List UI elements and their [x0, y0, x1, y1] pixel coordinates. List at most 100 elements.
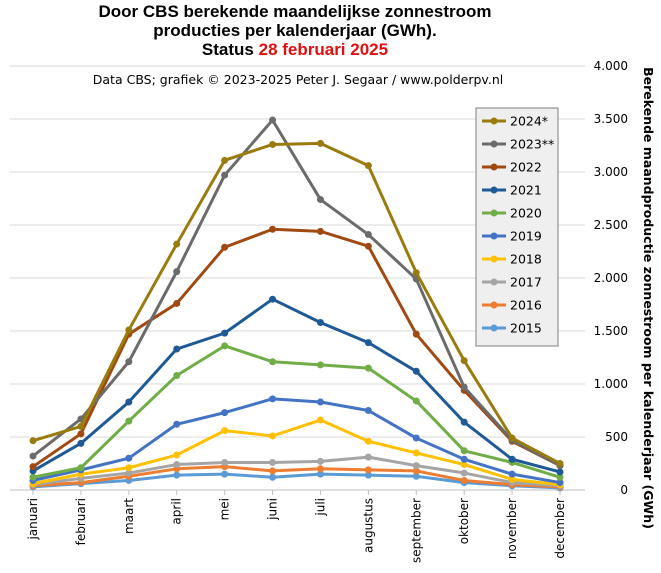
- legend-label: 2020: [510, 206, 542, 221]
- data-point: [221, 409, 229, 417]
- data-point: [412, 269, 420, 277]
- chart-title-line2: producties per kalenderjaar (GWh).: [153, 21, 437, 40]
- chart-title-line1: Door CBS berekende maandelijkse zonnestr…: [98, 2, 492, 21]
- data-point: [269, 432, 277, 440]
- data-point: [316, 416, 324, 424]
- legend-label: 2023**: [510, 137, 554, 152]
- x-tick-label: maart: [122, 498, 136, 534]
- series-2019: [29, 395, 564, 487]
- data-point: [221, 458, 229, 466]
- data-point: [269, 140, 277, 148]
- data-point: [364, 364, 372, 372]
- legend-label: 2016: [510, 298, 542, 313]
- y-axis: 0 500 1.000 1.500 2.000 2.500 3.000 3.500 4.000: [594, 59, 628, 497]
- data-point: [364, 339, 372, 347]
- data-point: [364, 466, 372, 474]
- data-point: [29, 452, 37, 460]
- legend-item: 2018: [482, 252, 542, 267]
- data-point: [316, 470, 324, 478]
- x-tick-label: augustus: [361, 498, 375, 553]
- legend-label: 2015: [510, 321, 542, 336]
- legend-item: 2016: [482, 298, 542, 313]
- data-point: [125, 358, 133, 366]
- data-point: [412, 467, 420, 475]
- series-2024: [29, 139, 564, 467]
- series-line: [31, 118, 562, 468]
- legend-item: 2020: [482, 206, 542, 221]
- y-tick-label: 2.000: [594, 271, 628, 285]
- data-point: [173, 299, 181, 307]
- data-point: [316, 361, 324, 369]
- data-point: [125, 326, 133, 334]
- data-point: [316, 319, 324, 327]
- status-date: 28 februari 2025: [258, 40, 389, 59]
- data-point: [125, 454, 133, 462]
- data-point: [221, 342, 229, 350]
- legend: 2024* 2023** 2022 2021 2020 2019 2018 2017 2016 2…: [475, 107, 559, 347]
- x-tick-label: mei: [218, 498, 232, 520]
- legend-item: 2017: [482, 275, 542, 290]
- data-point: [316, 227, 324, 235]
- legend-item: 2023**: [482, 137, 554, 152]
- data-point: [460, 476, 468, 484]
- y-tick-label: 1.000: [594, 377, 628, 391]
- x-tick-label: april: [170, 498, 184, 525]
- series-line: [31, 297, 562, 474]
- series-line: [31, 465, 562, 489]
- data-point: [460, 447, 468, 455]
- y-tick-label: 3.000: [594, 165, 628, 179]
- data-point: [364, 162, 372, 170]
- y-axis-label: Berekende maandproductie zonnestroom per…: [641, 67, 656, 529]
- status-label: Status: [201, 40, 254, 59]
- data-point: [77, 430, 85, 438]
- data-point: [460, 455, 468, 463]
- legend-swatch-marker: [490, 324, 498, 332]
- legend-label: 2017: [510, 275, 542, 290]
- legend-item: 2015: [482, 321, 542, 336]
- data-point: [77, 422, 85, 430]
- data-point: [460, 383, 468, 391]
- data-point: [556, 468, 564, 476]
- data-point: [125, 417, 133, 425]
- data-point: [508, 434, 516, 442]
- data-point: [269, 458, 277, 466]
- series-line: [31, 141, 562, 465]
- data-point: [173, 451, 181, 459]
- data-point: [125, 464, 133, 472]
- series-line: [31, 227, 562, 469]
- data-point: [364, 242, 372, 250]
- series-2020: [29, 342, 564, 481]
- data-point: [316, 196, 324, 204]
- x-tick-label: juli: [313, 498, 327, 517]
- data-point: [460, 469, 468, 477]
- data-point: [125, 469, 133, 477]
- data-point: [221, 171, 229, 179]
- y-tick-label: 3.500: [594, 112, 628, 126]
- legend-label: 2021: [510, 183, 542, 198]
- data-point: [269, 225, 277, 233]
- data-point: [221, 156, 229, 164]
- series-line: [31, 397, 562, 485]
- data-point: [316, 398, 324, 406]
- y-tick-label: 500: [605, 430, 628, 444]
- data-point: [269, 116, 277, 124]
- legend-swatch-marker: [490, 117, 498, 125]
- x-tick-label: juni: [266, 498, 280, 521]
- data-point: [364, 453, 372, 461]
- legend-swatch-marker: [490, 278, 498, 286]
- data-point: [412, 449, 420, 457]
- data-point: [460, 461, 468, 469]
- data-point: [269, 358, 277, 366]
- legend-item: 2022: [482, 160, 542, 175]
- legend-swatch-marker: [490, 209, 498, 217]
- legend-swatch-marker: [490, 232, 498, 240]
- data-point: [221, 427, 229, 435]
- data-point: [412, 434, 420, 442]
- data-point: [364, 471, 372, 479]
- x-axis: januari februari maart april mei juni juli augu…: [26, 490, 567, 563]
- series-2021: [29, 295, 564, 476]
- x-tick-label: januari: [26, 498, 40, 541]
- data-point: [173, 471, 181, 479]
- data-point: [173, 240, 181, 248]
